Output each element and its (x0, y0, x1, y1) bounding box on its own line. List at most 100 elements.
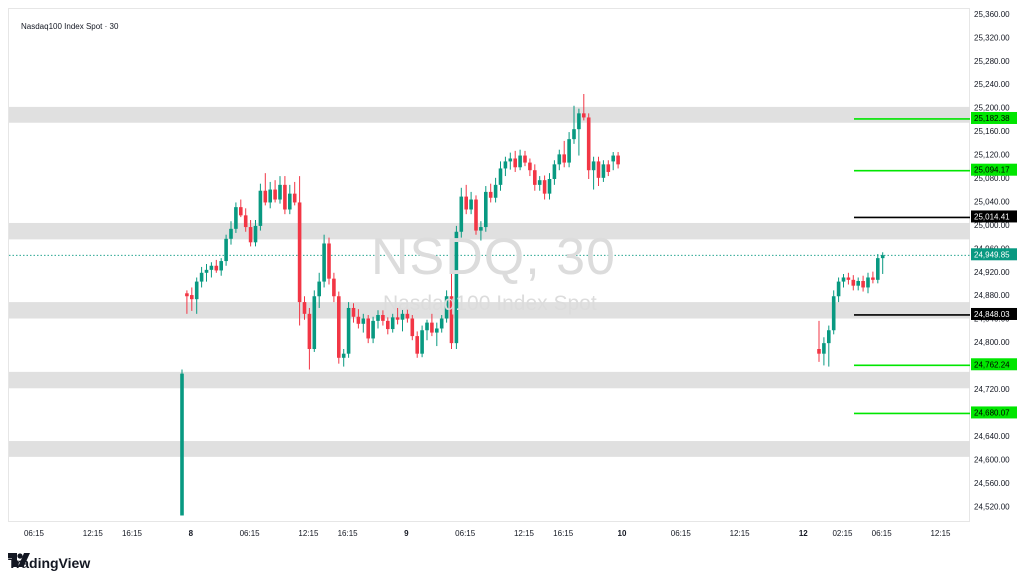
candle (292, 193, 297, 203)
candle (420, 330, 424, 354)
candle (219, 261, 223, 271)
candle (846, 277, 851, 280)
price-axis: 25,360.00 25,320.00 25,280.00 25,240.00 25,2… (971, 10, 1017, 511)
price-tick-label: 25,120.00 (974, 151, 1010, 160)
candle (567, 139, 571, 163)
candle (258, 190, 263, 226)
candle (454, 231, 459, 344)
candle (180, 373, 184, 516)
time-tick-label: 12:15 (514, 529, 535, 538)
candle (601, 164, 606, 178)
candle (856, 281, 860, 286)
candle (361, 318, 366, 324)
candle (586, 117, 591, 171)
price-tick-label: 24,880.00 (974, 291, 1010, 300)
candle (337, 296, 341, 358)
price-level-badge (971, 307, 1017, 320)
price-tick-label: 25,320.00 (974, 33, 1010, 42)
chart-plot (9, 94, 971, 516)
time-tick-label: 12:15 (730, 529, 751, 538)
candle (224, 238, 228, 262)
sr-zone (9, 441, 971, 457)
time-tick-label: 9 (404, 529, 409, 538)
candle (876, 258, 880, 280)
candle (836, 281, 841, 297)
candle (390, 317, 395, 330)
price-level-badge (971, 358, 1017, 371)
candle (346, 307, 351, 354)
candle (312, 296, 317, 349)
candle (185, 293, 189, 297)
candle (523, 155, 527, 163)
price-tick-label: 24,640.00 (974, 432, 1010, 441)
price-tick-label: 25,040.00 (974, 197, 1010, 206)
time-tick-label: 06:15 (24, 529, 45, 538)
candle (332, 278, 336, 297)
candle (606, 164, 611, 172)
candle (537, 180, 542, 185)
candle (366, 318, 370, 339)
candle (229, 228, 233, 239)
candle (415, 336, 419, 354)
price-scale[interactable]: 25,360.00 25,320.00 25,280.00 25,240.00 25,2… (970, 8, 1018, 522)
candle (528, 162, 532, 171)
candle (400, 313, 405, 320)
candle (591, 161, 596, 171)
time-tick-label: 12 (799, 529, 808, 538)
candle (327, 243, 331, 279)
candle (871, 277, 875, 280)
candle (283, 184, 287, 210)
sr-zone (9, 302, 971, 319)
candle (248, 227, 253, 243)
time-axis[interactable]: 06:15 12:15 16:15 8 06:15 12:15 16:15 9 06:15 12:… (8, 522, 970, 548)
candle (190, 295, 194, 300)
time-tick-label: 16:15 (338, 529, 359, 538)
candle (425, 322, 429, 331)
candle (405, 313, 410, 319)
time-tick-label: 06:15 (872, 529, 893, 538)
candle (439, 318, 444, 329)
candle (307, 313, 312, 349)
candle (435, 328, 439, 333)
price-tick-label: 25,280.00 (974, 57, 1010, 66)
candle (194, 281, 199, 300)
candle (410, 318, 415, 337)
symbol-legend: Nasdaq100 Index Spot · 30 (21, 22, 119, 31)
candle (533, 170, 537, 185)
watermark-symbol: NSDQ, 30 (371, 228, 616, 286)
candle (381, 315, 385, 321)
candle (444, 296, 449, 319)
price-level-badge (971, 406, 1017, 419)
candle (395, 317, 400, 320)
price-tick-label: 24,520.00 (974, 502, 1010, 511)
candle (577, 113, 581, 130)
time-tick-label: 10 (618, 529, 627, 538)
chart-pane[interactable]: Nasdaq100 Index Spot · 30 NSDQ, 30 Nasda… (8, 8, 971, 522)
candle (861, 281, 865, 288)
sr-zone (9, 371, 971, 389)
tradingview-logo-icon (8, 553, 30, 567)
candle (616, 155, 620, 165)
candle (552, 164, 557, 179)
brand-name: TradingView (8, 555, 91, 571)
price-level-badge (971, 111, 1017, 124)
candle (841, 277, 846, 282)
candle (239, 207, 243, 216)
candle (268, 189, 272, 203)
price-tick-label: 24,600.00 (974, 455, 1010, 464)
candle (459, 196, 464, 232)
candle (488, 191, 493, 198)
time-tick-label: 16:15 (122, 529, 143, 538)
time-tick-label: 12:15 (298, 529, 319, 538)
candle (288, 193, 292, 210)
price-level-label: 25,182.38 (974, 114, 1010, 123)
price-tick-label: 24,720.00 (974, 385, 1010, 394)
price-level-badge (971, 210, 1017, 223)
price-tick-label: 24,560.00 (974, 479, 1010, 488)
candle (542, 180, 547, 194)
candle (479, 227, 483, 231)
candle (827, 330, 831, 344)
candle (817, 349, 821, 354)
price-tick-label: 25,160.00 (974, 127, 1010, 136)
